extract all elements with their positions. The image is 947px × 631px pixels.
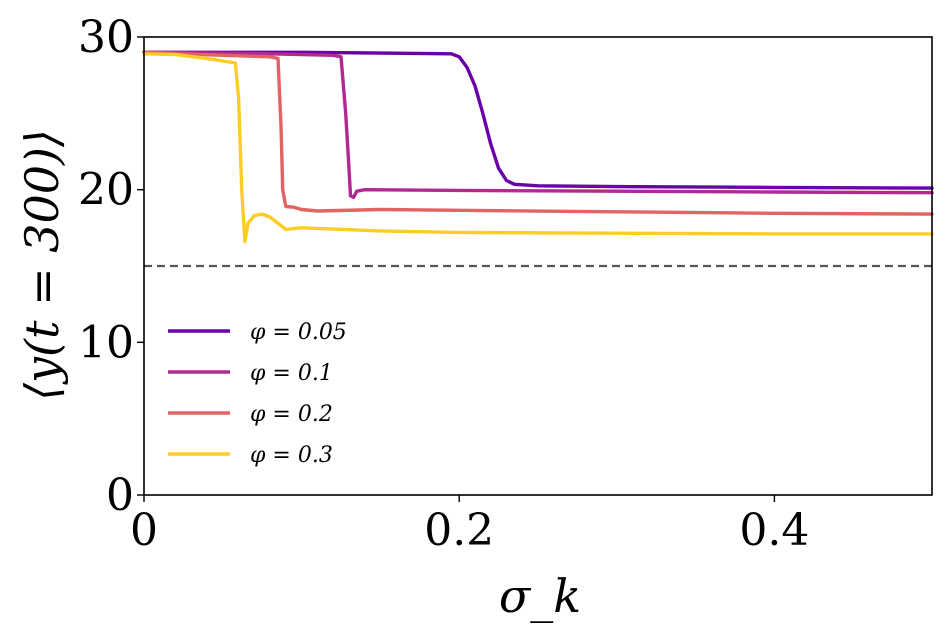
- legend-label-2: φ = 0.2: [250, 402, 333, 427]
- series-group: [142, 50, 934, 244]
- y-tick-label: 0: [106, 470, 134, 521]
- legend: φ = 0.05 φ = 0.1 φ = 0.2 φ = 0.3: [168, 320, 347, 468]
- x-tick-label: 0.2: [424, 505, 494, 556]
- series-line-2: [142, 50, 934, 216]
- ticks-group: 0 0.2 0.4 0 10 20 30: [78, 12, 809, 556]
- x-axis-label: σ_k: [499, 569, 581, 623]
- series-line-1: [142, 50, 934, 199]
- y-tick-label: 20: [78, 165, 134, 216]
- y-tick-label: 30: [78, 12, 134, 63]
- y-axis-label: ⟨y(t = 300)⟩: [15, 129, 69, 401]
- series-line-0: [142, 50, 934, 190]
- legend-label-3: φ = 0.3: [250, 443, 333, 468]
- legend-label-1: φ = 0.1: [250, 361, 333, 386]
- legend-label-0: φ = 0.05: [250, 320, 347, 345]
- x-tick-label: 0.4: [739, 505, 809, 556]
- plot-frame: [143, 36, 933, 496]
- x-tick-label: 0: [130, 505, 158, 556]
- y-tick-label: 10: [78, 317, 134, 368]
- series-line-3: [142, 52, 934, 244]
